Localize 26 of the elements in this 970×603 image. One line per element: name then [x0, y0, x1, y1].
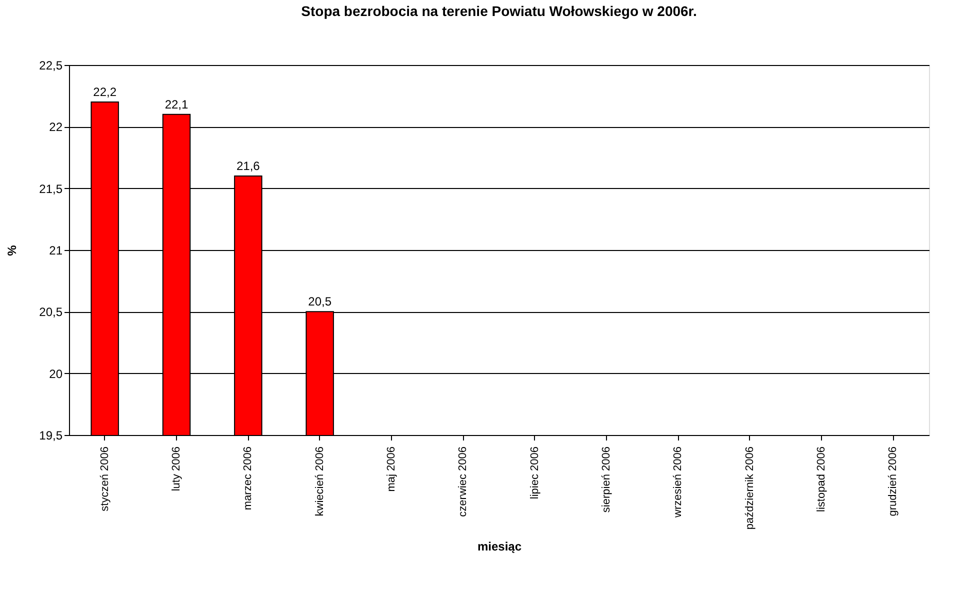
x-tick-label: lipiec 2006 — [528, 446, 541, 500]
y-tick-label: 19,5 — [39, 428, 63, 442]
x-tick-label: wrzesień 2006 — [672, 446, 684, 518]
data-label: 21,6 — [236, 159, 260, 173]
y-tick-label: 21,5 — [39, 182, 63, 196]
data-label: 22,2 — [93, 85, 117, 99]
x-tick-label: listopad 2006 — [816, 446, 828, 512]
x-tick-label: styczeń 2006 — [98, 446, 111, 512]
x-tick-label: grudzień 2006 — [887, 446, 900, 516]
y-tick-label: 21 — [49, 244, 63, 258]
x-tick-label: kwiecień 2006 — [314, 446, 326, 516]
data-label: 22,1 — [164, 97, 188, 112]
chart-title: Stopa bezrobocia na terenie Powiatu Wołowskiego w 2006r. — [301, 3, 697, 19]
y-axis-title: % — [5, 244, 20, 256]
y-tick-label: 22,5 — [39, 58, 63, 72]
y-tick-label: 20,5 — [39, 305, 63, 320]
x-tick-label: czerwiec 2006 — [457, 446, 470, 517]
x-tick-label: sierpień 2006 — [600, 446, 612, 513]
y-tick-label: 20 — [49, 366, 63, 381]
x-tick-label: maj 2006 — [386, 446, 398, 492]
x-axis-title: miesiąc — [477, 540, 522, 554]
x-tick-label: luty 2006 — [170, 446, 182, 492]
x-tick-label: październik 2006 — [744, 446, 756, 530]
y-tick-label: 22 — [49, 120, 63, 134]
x-tick-label: marzec 2006 — [242, 446, 254, 510]
data-label: 20,5 — [308, 294, 332, 309]
